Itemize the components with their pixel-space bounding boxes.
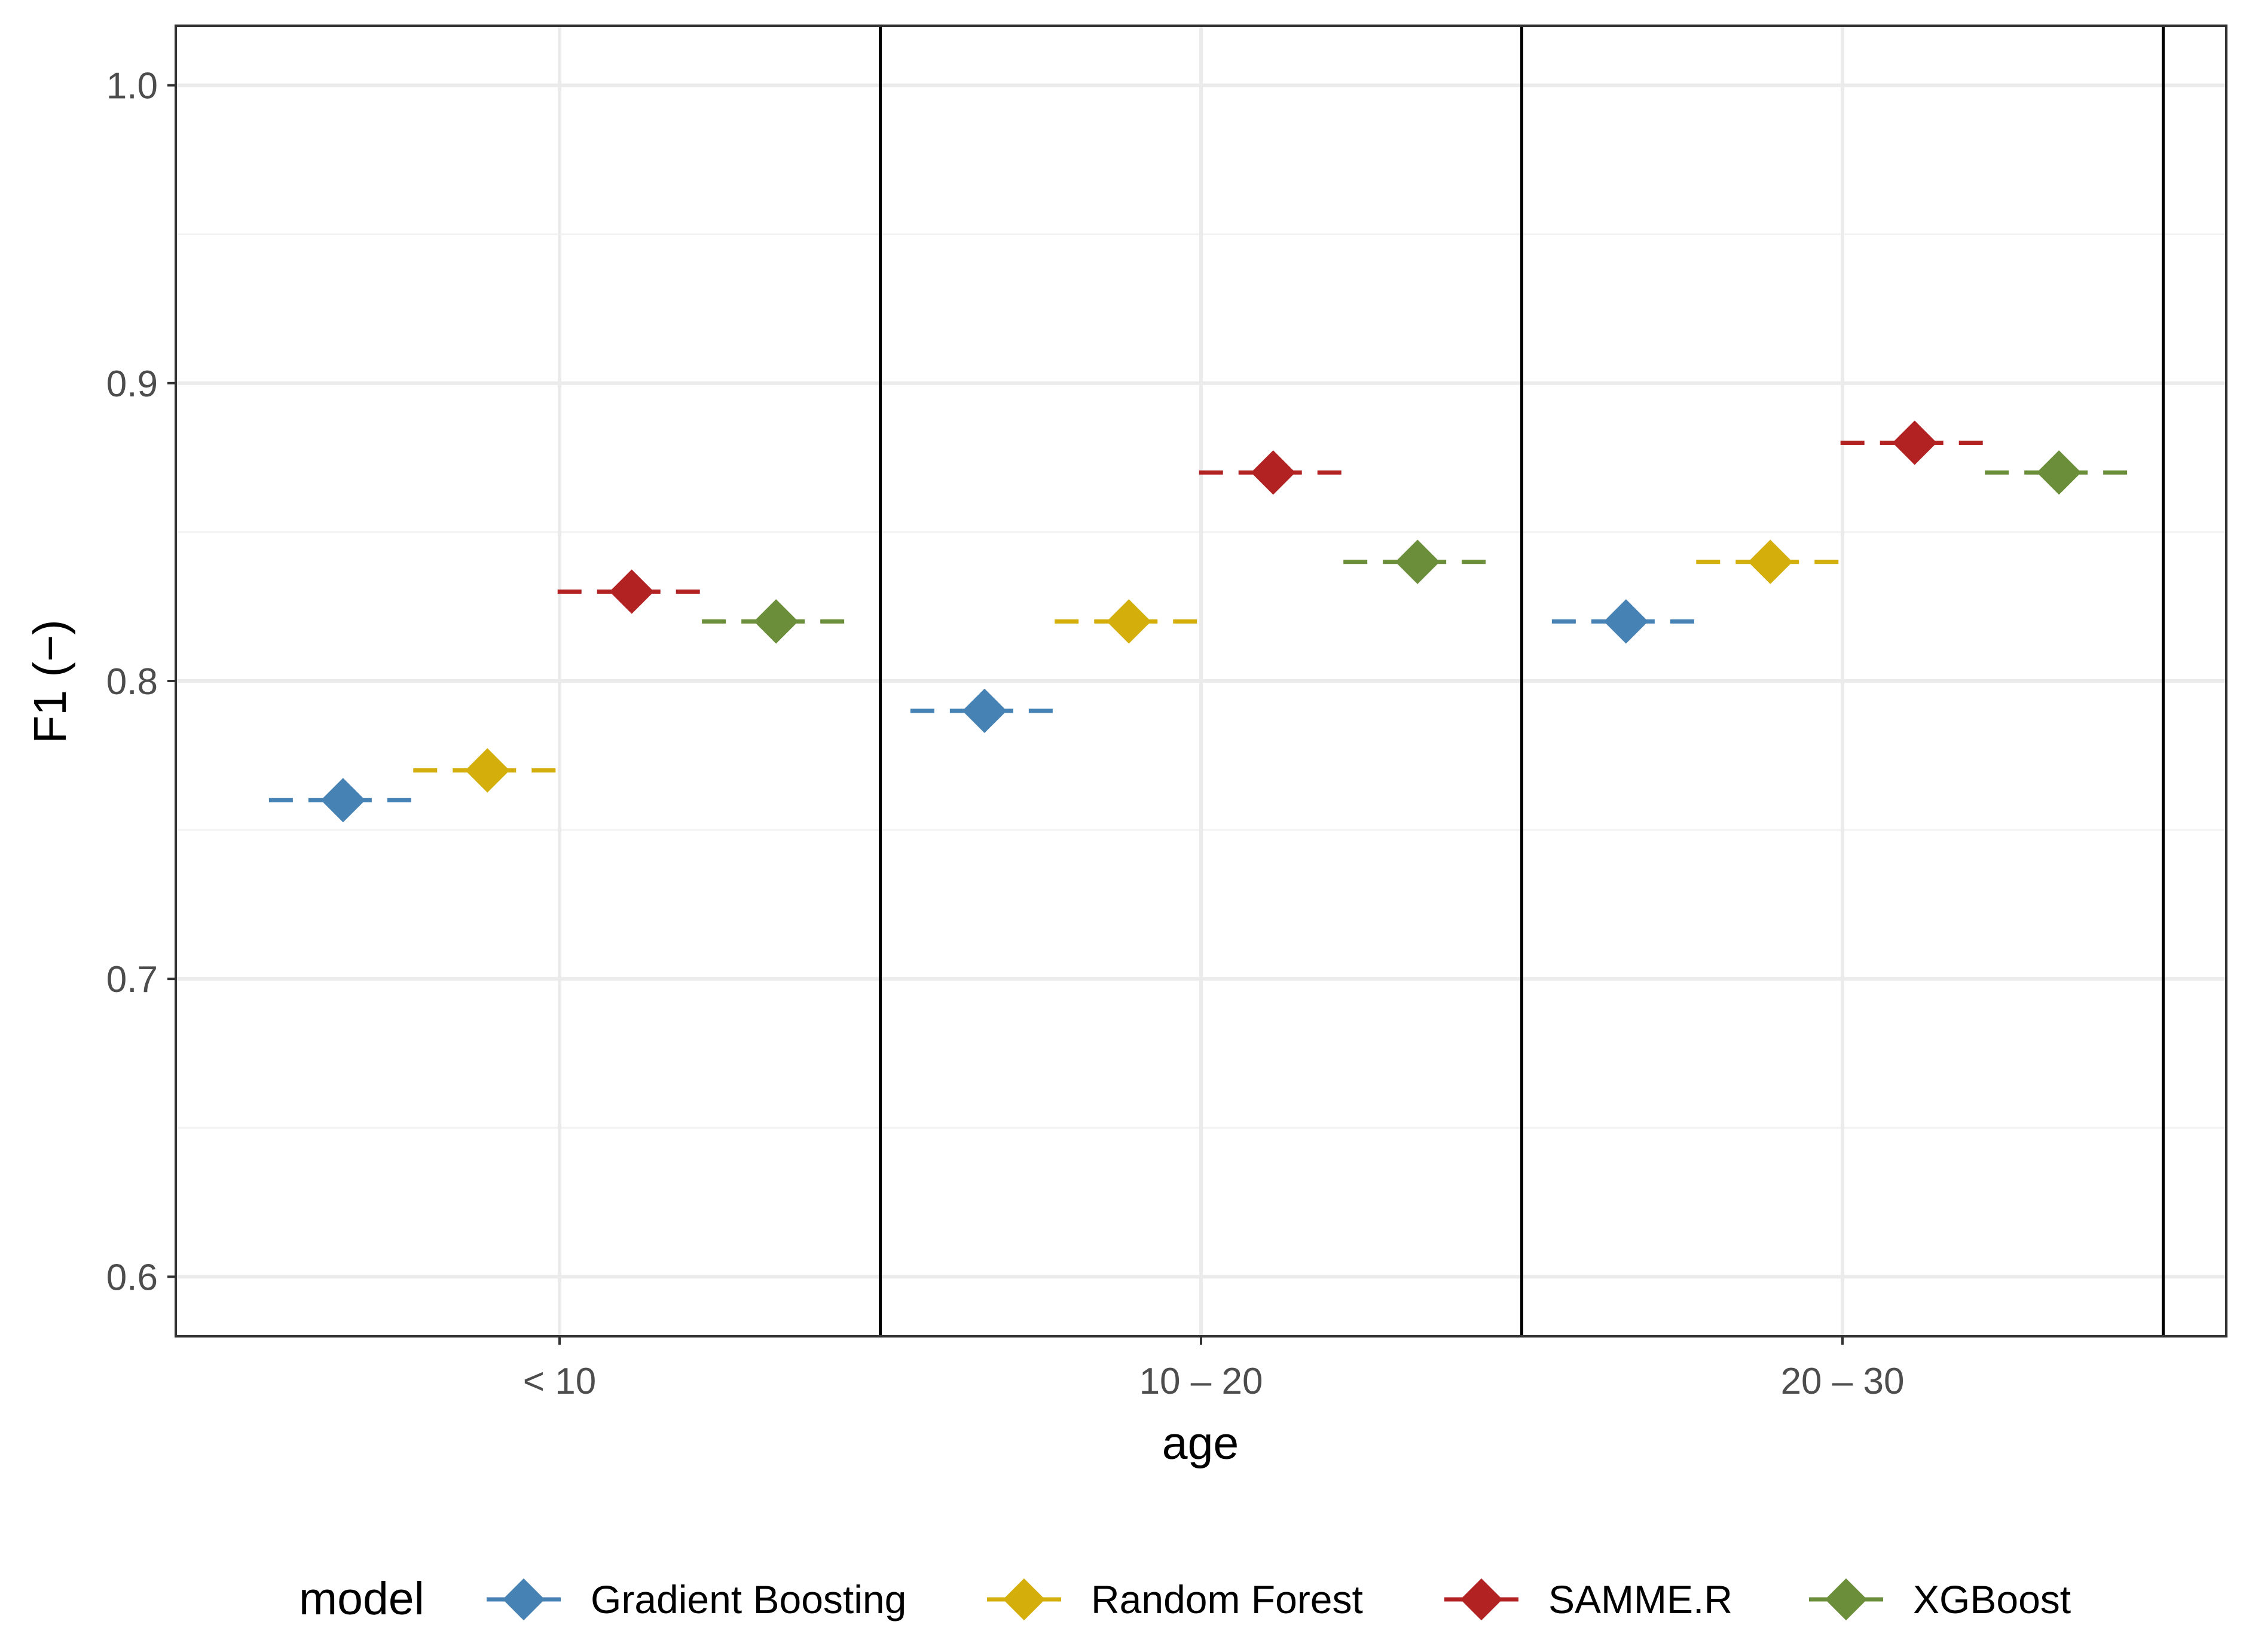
y-axis-title: F1 (−): [25, 619, 76, 744]
x-axis-title: age: [1162, 1418, 1239, 1469]
x-tick-label: 10 – 20: [1139, 1361, 1263, 1402]
y-tick-label: 0.9: [106, 364, 158, 405]
y-tick-label: 0.6: [106, 1257, 158, 1298]
data-point: [1603, 599, 1648, 644]
x-axis: < 10 10 – 20 20 – 30: [523, 1336, 1905, 1402]
x-tick-label: < 10: [523, 1361, 596, 1402]
legend-label: Random Forest: [1091, 1577, 1363, 1622]
major-gridlines: [176, 26, 2226, 1336]
data-point: [1107, 599, 1151, 644]
data-point: [1892, 420, 1937, 465]
y-axis: 0.6 0.7 0.8 0.9 1.0: [106, 66, 176, 1298]
legend-key-diamond: [1460, 1578, 1503, 1621]
legend-label: SAMME.R: [1548, 1577, 1732, 1622]
x-tick-label: 20 – 30: [1781, 1361, 1905, 1402]
legend-label: Gradient Boosting: [591, 1577, 906, 1622]
legend: model Gradient Boosting Random Forest SAMM…: [299, 1573, 2071, 1624]
legend-title: model: [299, 1573, 424, 1624]
y-tick-label: 0.7: [106, 959, 158, 1000]
group-separators: [879, 26, 2165, 1336]
data-point: [962, 688, 1007, 733]
y-tick-label: 1.0: [106, 66, 158, 107]
data-point: [2037, 450, 2082, 495]
data-point: [1395, 539, 1440, 584]
data-point: [609, 569, 654, 614]
data-point: [320, 778, 365, 823]
legend-key-diamond: [1825, 1578, 1868, 1621]
data-marks: [268, 420, 2134, 823]
data-point: [754, 599, 799, 644]
data-point: [1251, 450, 1295, 495]
legend-key-diamond: [502, 1578, 545, 1621]
legend-key-diamond: [1003, 1578, 1046, 1621]
legend-label: XGBoost: [1913, 1577, 2071, 1622]
data-point: [1748, 539, 1793, 584]
data-point: [465, 748, 510, 793]
y-tick-label: 0.8: [106, 661, 158, 703]
